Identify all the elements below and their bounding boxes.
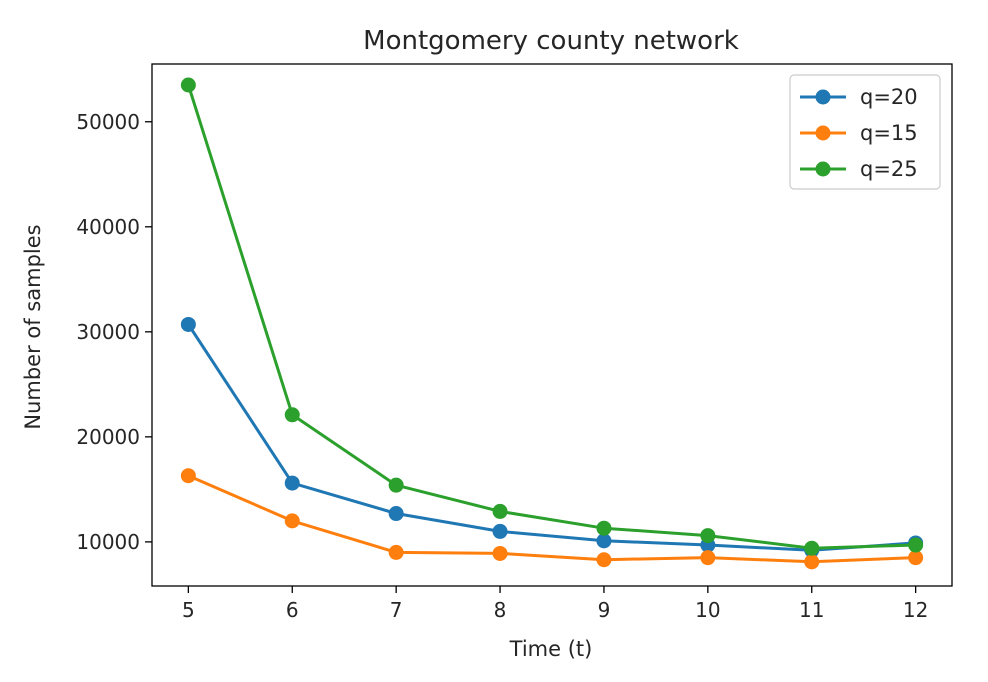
x-axis-label: Time (t) [509, 637, 593, 661]
y-tick-label: 40000 [76, 215, 140, 239]
plot-area: 5 6 7 8 9 10 11 12 10000 20000 30000 40000 50000 [76, 63, 953, 622]
data-point [180, 316, 196, 332]
data-point [596, 533, 612, 549]
legend-label: q=20 [860, 85, 918, 109]
x-tick-label: 9 [598, 598, 611, 622]
y-tick-label: 10000 [76, 530, 140, 554]
x-tick-label: 11 [799, 598, 824, 622]
data-point [492, 523, 508, 539]
legend: q=20 q=15 q=25 [789, 74, 941, 190]
chart-title: Montgomery county network [363, 26, 739, 56]
data-point [492, 545, 508, 561]
legend-item: q=20 [800, 85, 918, 109]
data-point [388, 506, 404, 522]
y-tick-label: 30000 [76, 320, 140, 344]
legend-marker [815, 125, 831, 141]
data-point [388, 544, 404, 560]
x-tick-label: 6 [286, 598, 299, 622]
data-point [492, 503, 508, 519]
legend-item: q=25 [800, 157, 918, 181]
x-tick-label: 10 [695, 598, 720, 622]
series-line [186, 84, 916, 550]
data-point [700, 550, 716, 566]
series-line [187, 323, 916, 552]
legend-marker [815, 161, 831, 177]
data-point [908, 550, 924, 566]
legend-label: q=15 [860, 121, 918, 145]
data-point [700, 528, 716, 544]
legend-marker [815, 89, 831, 105]
data-point [908, 537, 924, 553]
data-point [804, 540, 820, 556]
series-2 [180, 77, 924, 556]
data-point [596, 552, 612, 568]
y-tick-label: 20000 [76, 425, 140, 449]
series-line [187, 474, 916, 564]
x-tick-label: 7 [390, 598, 403, 622]
data-point [284, 513, 300, 529]
data-point [388, 477, 404, 493]
plot-frame [151, 63, 953, 587]
y-axis-label: Number of samples [21, 224, 45, 429]
data-point [596, 520, 612, 536]
y-tick-label: 50000 [76, 110, 140, 134]
data-point [804, 554, 820, 570]
data-point [284, 407, 300, 423]
data-point [180, 468, 196, 484]
x-tick-label: 12 [903, 598, 928, 622]
legend-item: q=15 [800, 121, 918, 145]
x-tick-label: 8 [494, 598, 507, 622]
data-point [284, 475, 300, 491]
series-1 [180, 468, 924, 570]
data-point [180, 77, 196, 93]
legend-label: q=25 [860, 157, 918, 181]
x-tick-label: 5 [182, 598, 195, 622]
legend-box [789, 74, 941, 190]
